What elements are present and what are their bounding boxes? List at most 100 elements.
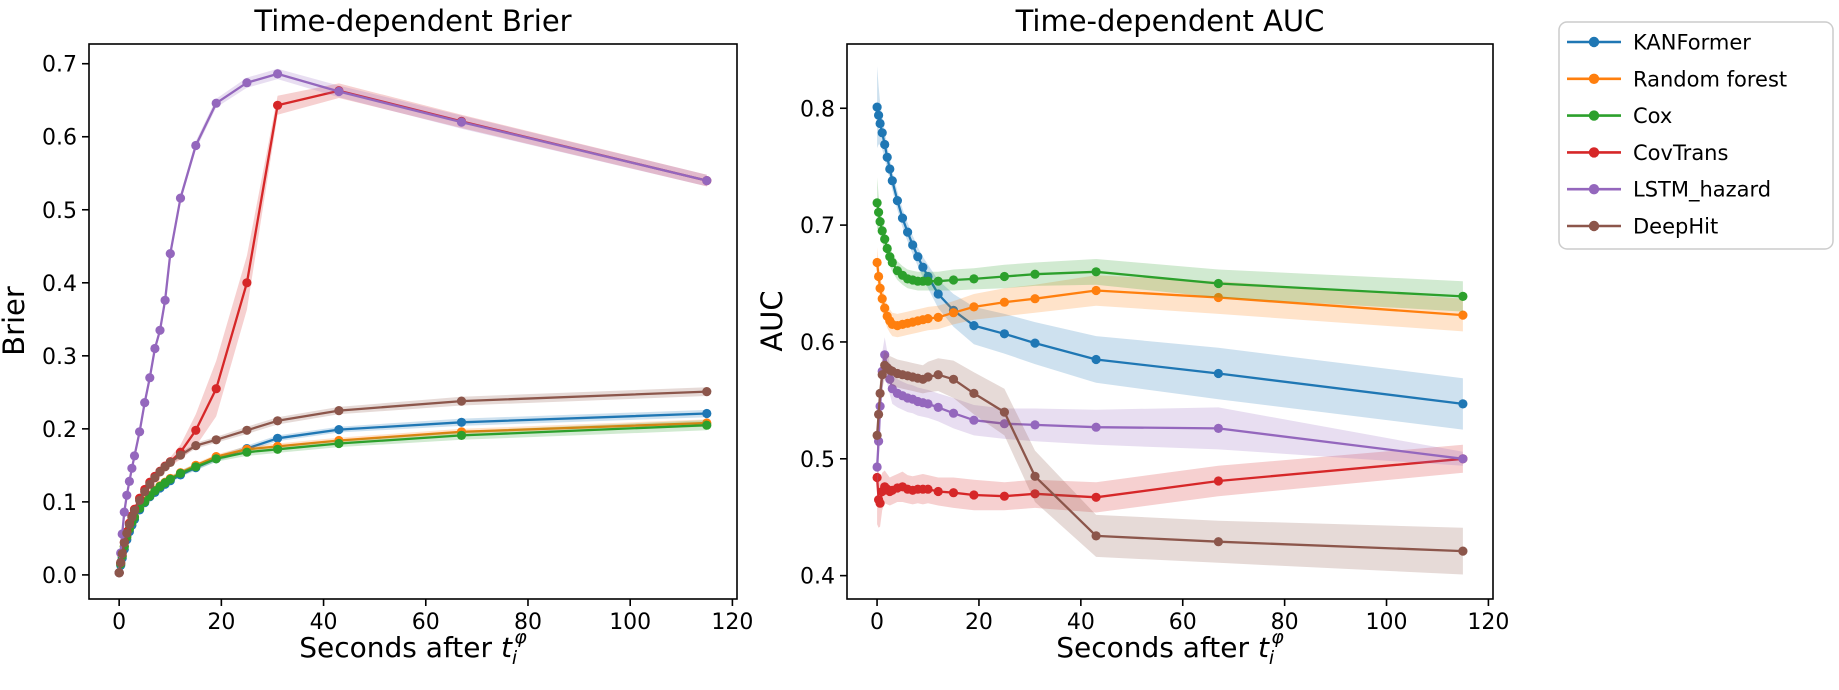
data-point [969, 490, 979, 500]
data-point [887, 257, 897, 268]
brier-x-tick-label: 100 [609, 610, 651, 635]
data-point [273, 444, 283, 454]
data-point [165, 457, 175, 467]
auc-plot: 0 20 40 60 80 100 120 0.4 0.5 0.6 0.7 0.8 Time-depen… [755, 4, 1509, 669]
brier-plot: 0 20 40 60 80 100 120 0.0 0.1 0.2 0.3 0.4 0.5 0.6 0.7 T… [0, 4, 753, 669]
auc-y-tick-label: 0.6 [800, 331, 835, 356]
data-point [875, 118, 885, 129]
data-point [211, 384, 221, 394]
data-point [117, 549, 127, 559]
data-point [1458, 310, 1468, 320]
data-point [1458, 291, 1468, 301]
data-point [165, 249, 175, 259]
data-point [191, 462, 201, 472]
data-point [273, 416, 283, 426]
data-point [273, 69, 283, 79]
legend-marker-dot [1588, 36, 1600, 48]
brier-y-tick-label: 0.7 [42, 53, 77, 78]
data-point [150, 343, 160, 354]
data-point [874, 207, 884, 217]
data-point [933, 312, 943, 322]
data-point [1458, 546, 1468, 556]
data-point [948, 488, 959, 498]
legend-label: LSTM_hazard [1633, 178, 1771, 203]
series-markers-DeepHit [114, 387, 712, 578]
data-point [877, 226, 887, 236]
data-point [334, 86, 344, 97]
auc-x-tick-label: 40 [1067, 610, 1095, 635]
data-point [882, 243, 892, 254]
brier-x-tick-label: 80 [514, 610, 542, 635]
data-point [702, 408, 712, 419]
brier-y-tick-label: 0.2 [42, 418, 77, 443]
legend: KANFormer Random forest Cox CovTrans LSTM_ha… [1558, 21, 1834, 250]
data-point [872, 257, 882, 268]
data-point [999, 419, 1010, 429]
data-point [1213, 476, 1223, 486]
data-point [145, 373, 155, 383]
data-point [140, 398, 150, 408]
data-point [456, 117, 467, 127]
legend-marker-dot [1588, 220, 1600, 232]
legend-marker-dot [1588, 110, 1600, 121]
data-point [880, 234, 890, 244]
data-point [872, 198, 882, 208]
legend-item-KANFormer: KANFormer [1567, 31, 1751, 55]
brier-x-tick-label: 60 [412, 610, 440, 635]
data-point [211, 98, 221, 108]
legend-marker-dot [1588, 184, 1600, 195]
data-point [334, 406, 344, 416]
auc-x-tick-label: 100 [1366, 610, 1408, 635]
data-point [923, 314, 933, 324]
data-point [875, 217, 885, 227]
data-point [1213, 278, 1223, 289]
data-point [122, 490, 132, 500]
brier-y-axis-label: Brier [0, 286, 31, 356]
legend-item-DeepHit: DeepHit [1567, 215, 1718, 239]
data-point [923, 276, 933, 286]
data-point [1091, 267, 1101, 277]
brier-series-layer [114, 68, 712, 578]
data-point [1091, 492, 1101, 502]
data-point [999, 271, 1010, 282]
data-point [1091, 531, 1101, 541]
series-markers-DeepHit [872, 360, 1468, 556]
data-point [1213, 537, 1223, 547]
data-point [165, 474, 175, 484]
data-point [135, 495, 145, 505]
brier-x-tick-label: 0 [112, 610, 126, 635]
legend-label: CovTrans [1633, 141, 1728, 165]
data-point [119, 507, 129, 517]
data-point [933, 276, 943, 286]
data-point [456, 417, 467, 427]
legend-label: DeepHit [1633, 215, 1718, 239]
series-markers-CovTrans [872, 454, 1468, 508]
data-point [140, 487, 150, 497]
data-point [877, 370, 887, 380]
auc-title: Time-dependent AUC [1015, 4, 1325, 38]
confidence-band-Cox [877, 177, 1463, 312]
data-point [933, 370, 943, 380]
data-point [242, 447, 252, 457]
data-point [948, 308, 959, 318]
data-point [918, 262, 928, 272]
data-point [122, 528, 132, 538]
series-markers-Random forest [872, 257, 1468, 331]
data-point [933, 486, 943, 497]
data-point [969, 321, 979, 331]
auc-x-tick-label: 80 [1271, 610, 1299, 635]
data-point [880, 139, 890, 150]
data-point [1030, 471, 1040, 481]
brier-x-tick-label: 120 [711, 610, 753, 635]
brier-title: Time-dependent Brier [253, 4, 571, 38]
data-point [191, 140, 201, 151]
data-point [129, 506, 140, 516]
data-point [273, 100, 283, 110]
data-point [1091, 285, 1101, 296]
data-point [155, 325, 165, 335]
data-point [1030, 294, 1040, 304]
data-point [211, 435, 221, 445]
auc-y-axis-label: AUC [755, 290, 789, 351]
data-point [875, 498, 885, 508]
